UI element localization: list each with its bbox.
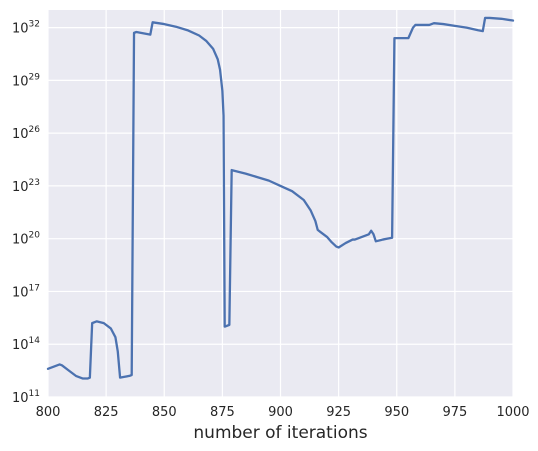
y-tick-base: 10 [12, 338, 29, 353]
y-tick-base: 10 [12, 285, 29, 300]
y-tick-exponent: 29 [29, 72, 41, 82]
x-axis-tick-labels: 800 825 850 875 900 925 950 975 1000 [36, 405, 530, 420]
y-tick-base: 10 [12, 127, 29, 142]
y-tick-exponent: 14 [29, 336, 41, 346]
y-tick-base: 10 [12, 22, 29, 37]
series-layer [46, 16, 515, 380]
x-axis-title: number of iterations [193, 423, 367, 443]
y-tick-base: 10 [12, 391, 29, 406]
series-line [46, 16, 515, 380]
x-tick-label: 950 [384, 405, 409, 420]
x-tick-label: 975 [442, 405, 467, 420]
y-tick-label: 1032 [12, 20, 40, 37]
x-tick-label: 850 [152, 405, 177, 420]
y-tick-exponent: 32 [29, 20, 40, 30]
x-tick-label: 875 [210, 405, 235, 420]
y-tick-exponent: 26 [29, 125, 41, 135]
y-tick-base: 10 [12, 74, 29, 89]
y-tick-label: 1020 [12, 231, 40, 248]
y-tick-label: 1014 [12, 336, 40, 353]
x-tick-label: 800 [36, 405, 61, 420]
y-tick-label: 1011 [12, 389, 40, 406]
y-tick-label: 1017 [12, 283, 40, 300]
x-tick-label: 925 [326, 405, 351, 420]
x-tick-label: 1000 [496, 405, 529, 420]
y-tick-label: 1023 [12, 178, 40, 195]
y-tick-exponent: 20 [29, 231, 41, 241]
y-tick-label: 1026 [12, 125, 40, 142]
y-tick-exponent: 17 [29, 283, 40, 293]
y-tick-label: 1029 [12, 72, 40, 89]
x-tick-label: 900 [268, 405, 293, 420]
y-tick-base: 10 [12, 180, 29, 195]
x-tick-label: 825 [94, 405, 119, 420]
y-tick-base: 10 [12, 233, 29, 248]
y-tick-exponent: 23 [29, 178, 40, 188]
y-tick-exponent: 11 [29, 389, 40, 399]
